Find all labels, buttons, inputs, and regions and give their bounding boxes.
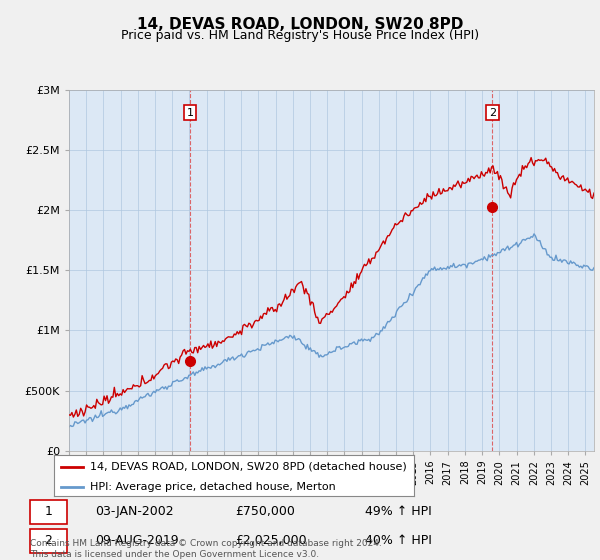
Text: Contains HM Land Registry data © Crown copyright and database right 2024.
This d: Contains HM Land Registry data © Crown c… (30, 539, 382, 559)
Text: 14, DEVAS ROAD, LONDON, SW20 8PD (detached house): 14, DEVAS ROAD, LONDON, SW20 8PD (detach… (90, 461, 407, 472)
Text: 2: 2 (44, 534, 52, 548)
Text: 1: 1 (44, 505, 52, 519)
Text: 03-JAN-2002: 03-JAN-2002 (95, 505, 173, 519)
Text: 14, DEVAS ROAD, LONDON, SW20 8PD: 14, DEVAS ROAD, LONDON, SW20 8PD (137, 17, 463, 32)
Text: 40% ↑ HPI: 40% ↑ HPI (365, 534, 431, 548)
FancyBboxPatch shape (30, 529, 67, 553)
Text: Price paid vs. HM Land Registry's House Price Index (HPI): Price paid vs. HM Land Registry's House … (121, 29, 479, 42)
Text: 09-AUG-2019: 09-AUG-2019 (95, 534, 178, 548)
Text: £2,025,000: £2,025,000 (235, 534, 307, 548)
Text: HPI: Average price, detached house, Merton: HPI: Average price, detached house, Mert… (90, 482, 336, 492)
Text: 2: 2 (489, 108, 496, 118)
Text: £750,000: £750,000 (235, 505, 295, 519)
FancyBboxPatch shape (30, 500, 67, 524)
Text: 49% ↑ HPI: 49% ↑ HPI (365, 505, 431, 519)
Text: 1: 1 (187, 108, 194, 118)
